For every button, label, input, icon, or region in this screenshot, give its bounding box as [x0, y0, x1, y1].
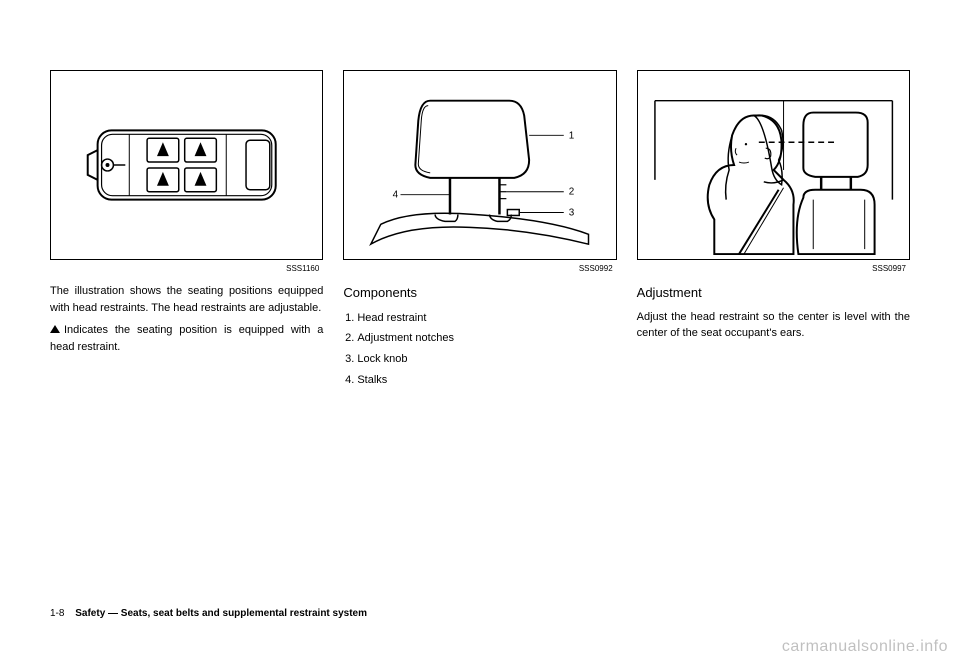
figure-caption-1: SSS1160	[50, 264, 323, 273]
watermark: carmanualsonline.info	[782, 638, 948, 656]
figure-caption-3: SSS0997	[637, 264, 910, 273]
figure-adjustment	[637, 70, 910, 260]
triangle-marker-icon	[50, 325, 60, 333]
column1-para2-text: Indicates the seating position is equipp…	[50, 324, 323, 353]
column1-text: The illustration shows the seating posit…	[50, 283, 323, 361]
callout-2: 2	[569, 187, 575, 198]
figure-seating-positions	[50, 70, 323, 260]
column-2: 1 2 3 4 SSS0992 Components Head restrain…	[343, 70, 616, 391]
column1-para1: The illustration shows the seating posit…	[50, 283, 323, 316]
list-item: Stalks	[357, 371, 616, 390]
callout-3: 3	[569, 207, 575, 218]
page-footer: 1-8 Safety — Seats, seat belts and suppl…	[50, 608, 367, 619]
figure-caption-2: SSS0992	[343, 264, 616, 273]
adjustment-para: Adjust the head restraint so the center …	[637, 309, 910, 342]
components-svg: 1 2 3 4	[344, 71, 615, 259]
adjustment-svg	[638, 71, 909, 259]
seating-diagram-svg	[51, 71, 322, 259]
list-item: Head restraint	[357, 309, 616, 328]
column3-text: Adjustment Adjust the head restraint so …	[637, 283, 910, 348]
column2-text: Components Head restraint Adjustment not…	[343, 283, 616, 391]
page-content: SSS1160 The illustration shows the seati…	[0, 0, 960, 391]
column1-para2: Indicates the seating position is equipp…	[50, 322, 323, 355]
list-item: Adjustment notches	[357, 329, 616, 348]
list-item: Lock knob	[357, 350, 616, 369]
callout-1: 1	[569, 130, 575, 141]
section-title: Safety — Seats, seat belts and supplemen…	[75, 608, 367, 619]
adjustment-heading: Adjustment	[637, 283, 910, 303]
components-heading: Components	[343, 283, 616, 303]
figure-head-restraint-components: 1 2 3 4	[343, 70, 616, 260]
column-1: SSS1160 The illustration shows the seati…	[50, 70, 323, 391]
components-list: Head restraint Adjustment notches Lock k…	[343, 309, 616, 390]
callout-4: 4	[393, 190, 399, 201]
column-3: SSS0997 Adjustment Adjust the head restr…	[637, 70, 910, 391]
page-number: 1-8	[50, 608, 64, 619]
